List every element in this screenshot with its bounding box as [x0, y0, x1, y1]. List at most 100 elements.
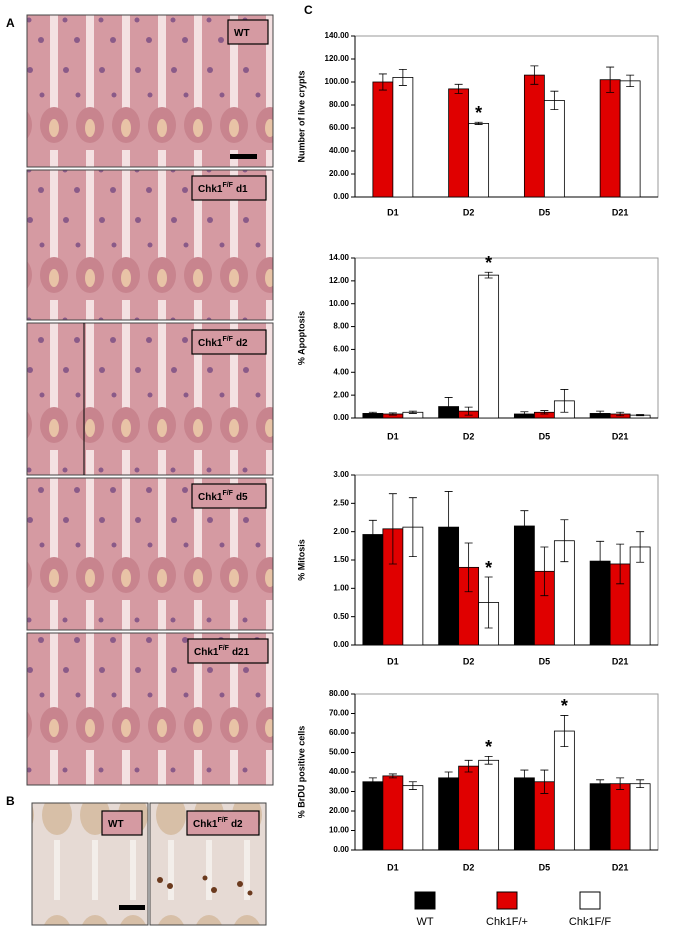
- y-tick-label: 0.00: [333, 413, 349, 422]
- error-bar: [616, 777, 625, 790]
- legend-label: WT: [416, 916, 433, 928]
- y-tick-label: 2.00: [333, 527, 349, 536]
- error-bar: [484, 756, 493, 765]
- y-tick-label: 0.50: [333, 612, 349, 621]
- x-tick-label: D1: [387, 862, 399, 872]
- y-axis-label: % Apoptosis: [296, 311, 306, 365]
- label-sup: F/F: [217, 817, 228, 824]
- error-bar: [464, 759, 473, 773]
- label-box: [191, 329, 267, 355]
- legend-swatch: [496, 891, 518, 910]
- bar: [362, 534, 384, 646]
- y-tick-label: 60.00: [329, 728, 350, 737]
- error-bar: [626, 74, 635, 87]
- y-tick-label: 80.00: [329, 689, 350, 698]
- error-bar: [560, 389, 569, 413]
- error-bar: [398, 68, 407, 86]
- error-bar: [408, 410, 417, 414]
- y-tick-label: 1.00: [333, 583, 349, 592]
- label-text: Chk1: [198, 338, 223, 349]
- y-tick-label: 12.00: [329, 276, 350, 285]
- label-suffix: d5: [236, 492, 248, 503]
- x-tick-label: D1: [387, 207, 399, 217]
- x-tick-label: D21: [612, 862, 629, 872]
- label-box: [191, 175, 267, 201]
- scale-bar: [230, 154, 257, 159]
- bar: [619, 80, 641, 198]
- label-sup: F/F: [218, 645, 229, 652]
- x-tick-label: D2: [463, 431, 475, 441]
- error-bar: [474, 121, 483, 125]
- y-tick-label: 0.00: [333, 845, 349, 854]
- y-tick-label: 0.00: [333, 640, 349, 649]
- bar: [402, 785, 424, 851]
- bar: [372, 81, 394, 198]
- y-axis-label: Number of live crypts: [296, 70, 306, 162]
- error-bar: [540, 410, 549, 415]
- y-tick-label: 4.00: [333, 367, 349, 376]
- y-tick-label: 140.00: [325, 31, 350, 40]
- annotation: *: [485, 737, 492, 757]
- x-tick-label: D21: [612, 207, 629, 217]
- bar: [448, 88, 470, 198]
- y-tick-label: 10.00: [329, 299, 350, 308]
- annotation: *: [485, 558, 492, 578]
- x-tick-label: D5: [539, 862, 551, 872]
- y-tick-label: 80.00: [329, 100, 350, 109]
- x-tick-label: D5: [539, 656, 551, 666]
- error-bar: [560, 519, 569, 563]
- error-bar: [444, 397, 453, 417]
- bar: [599, 79, 621, 198]
- error-bar: [484, 576, 493, 629]
- y-tick-label: 8.00: [333, 322, 349, 331]
- error-bar: [540, 546, 549, 597]
- label-text: Chk1: [194, 647, 219, 658]
- x-tick-label: D5: [539, 207, 551, 217]
- error-bar: [388, 493, 397, 565]
- legend-swatch: [414, 891, 436, 910]
- error-bar: [464, 406, 473, 416]
- label-suffix: d2: [236, 338, 248, 349]
- error-bar: [636, 531, 645, 563]
- error-bar: [606, 66, 615, 93]
- error-bar: [368, 777, 377, 787]
- image-label: Chk1F/F d21: [194, 645, 250, 658]
- label-sup: F/F: [222, 336, 233, 343]
- x-tick-label: D2: [463, 207, 475, 217]
- label-box: [186, 810, 260, 836]
- label-box: [227, 19, 269, 45]
- panel-label: B: [6, 794, 15, 808]
- bar: [478, 759, 500, 851]
- error-bar: [636, 779, 645, 788]
- y-tick-label: 20.00: [329, 169, 350, 178]
- y-tick-label: 0.00: [333, 192, 349, 201]
- error-bar: [444, 771, 453, 785]
- bar: [523, 74, 545, 198]
- y-tick-label: 3.00: [333, 470, 349, 479]
- image-label: WT: [108, 819, 124, 830]
- error-bar: [454, 83, 463, 94]
- label-box: [187, 638, 269, 664]
- error-bar: [596, 410, 605, 417]
- label-suffix: d2: [231, 819, 243, 830]
- brdu-nuclei: [157, 875, 253, 896]
- bar: [382, 775, 404, 851]
- x-tick-label: D1: [387, 656, 399, 666]
- image-label: WT: [234, 28, 250, 39]
- bar: [543, 100, 565, 198]
- error-bar: [378, 73, 387, 91]
- bar: [362, 781, 384, 851]
- legend-label: Chk1F/+: [486, 916, 528, 928]
- x-tick-label: D1: [387, 431, 399, 441]
- error-bar: [484, 271, 493, 279]
- y-tick-label: 120.00: [325, 54, 350, 63]
- error-bar: [368, 411, 377, 415]
- label-suffix: d21: [232, 647, 250, 658]
- y-tick-label: 60.00: [329, 123, 350, 132]
- error-bar: [520, 769, 529, 787]
- x-tick-label: D21: [612, 431, 629, 441]
- legend-swatch: [579, 891, 601, 910]
- bar: [629, 783, 651, 851]
- label-text: Chk1: [198, 492, 223, 503]
